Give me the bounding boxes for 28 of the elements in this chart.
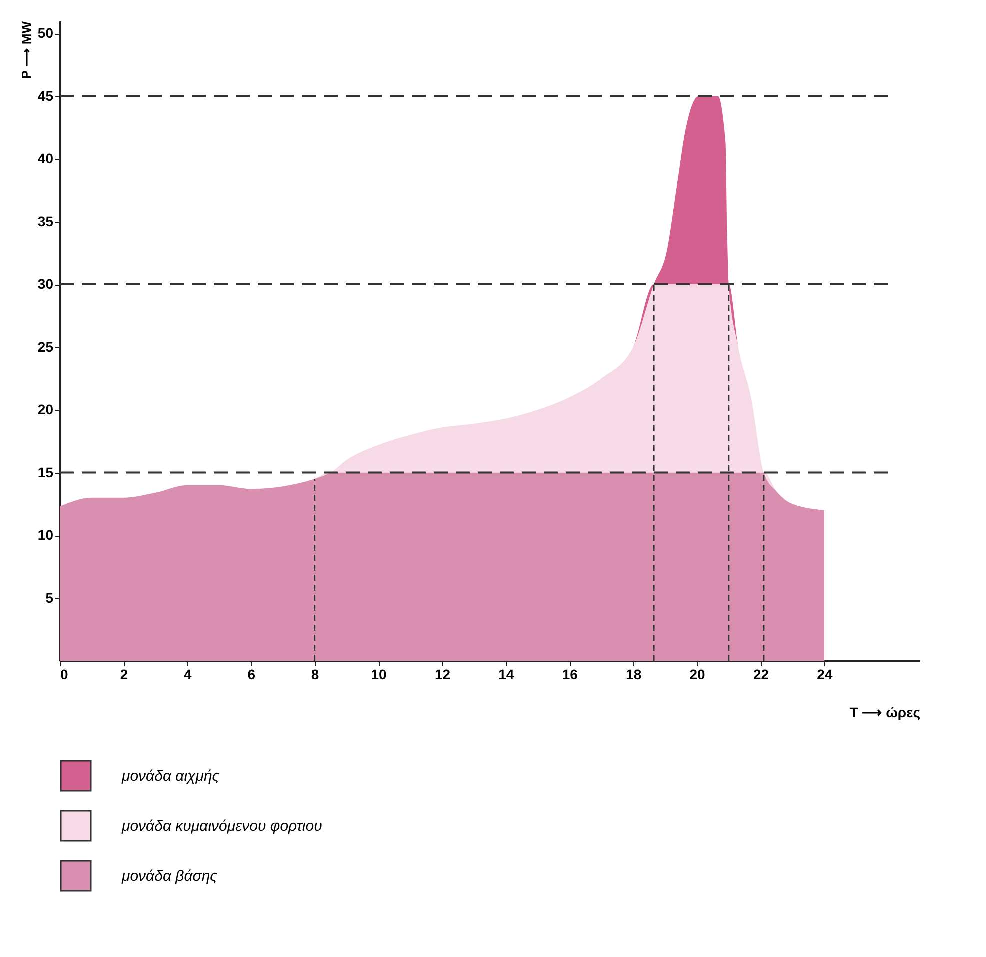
x-tick-label: 18 (626, 666, 642, 682)
y-tick-label: 10 (38, 527, 54, 544)
x-tick-label: 16 (562, 666, 578, 682)
x-tick-label: 10 (371, 666, 388, 682)
x-axis-title: T ⟶ ώρες (850, 704, 920, 720)
x-tick-label: 24 (817, 666, 833, 682)
y-tick-label: 45 (38, 88, 54, 104)
y-tick-label: 15 (38, 464, 54, 480)
x-tick-label: 2 (120, 666, 128, 682)
y-tick-label: 25 (38, 338, 54, 355)
x-tick-label: 4 (184, 666, 192, 682)
x-tick-label: 14 (498, 666, 514, 682)
y-tick-label: 35 (38, 213, 54, 230)
y-tick-label: 50 (38, 25, 54, 42)
x-tick-label: 22 (753, 666, 770, 682)
x-tick-label: 8 (311, 666, 320, 682)
y-tick-label: 5 (46, 590, 54, 606)
x-tick-label: 6 (248, 666, 256, 682)
legend-label: μονάδα κυμαινόμενου φορτιου (121, 818, 322, 835)
x-tick-label: 0 (60, 666, 68, 682)
x-tick-label: 20 (690, 666, 706, 682)
y-tick-label: 30 (38, 276, 54, 292)
y-tick-label: 40 (38, 150, 54, 167)
y-axis-title: P ⟶ MW (18, 20, 34, 80)
legend-label: μονάδα βάσης (121, 868, 218, 885)
legend-label: μονάδα αιχμής (121, 768, 220, 785)
x-tick-label: 12 (434, 666, 451, 682)
y-tick-label: 20 (38, 402, 54, 418)
